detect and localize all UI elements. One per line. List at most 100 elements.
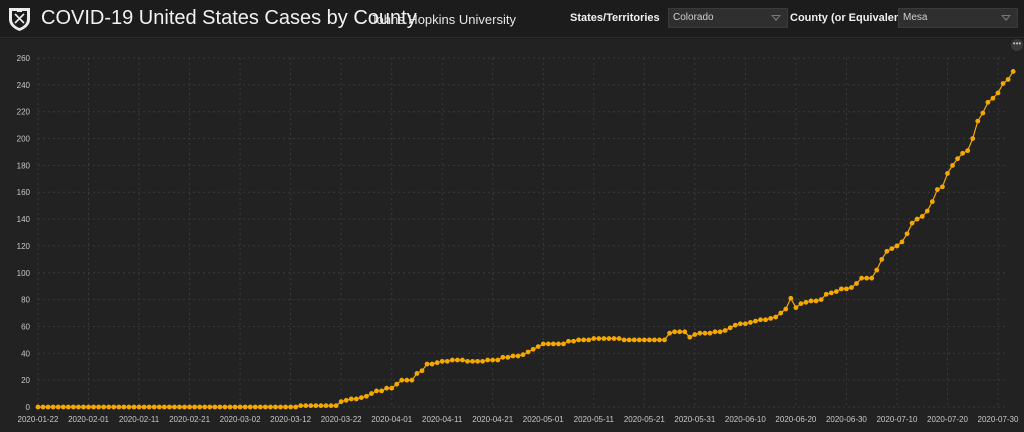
data-point[interactable] [945, 171, 950, 176]
data-point[interactable] [515, 353, 521, 359]
data-point[interactable] [849, 285, 854, 290]
data-point[interactable] [318, 403, 324, 409]
data-point[interactable] [328, 403, 334, 409]
data-point[interactable] [955, 156, 960, 162]
data-point[interactable] [510, 353, 516, 359]
states-select[interactable]: Colorado [668, 8, 788, 28]
data-point[interactable] [586, 337, 592, 343]
data-point[interactable] [904, 231, 910, 237]
data-point[interactable] [374, 388, 379, 394]
data-point[interactable] [91, 404, 96, 410]
data-point[interactable] [268, 404, 273, 410]
data-point[interactable] [778, 310, 784, 316]
data-point[interactable] [197, 404, 203, 410]
data-point[interactable] [394, 381, 400, 387]
data-point[interactable] [449, 357, 455, 363]
data-point[interactable] [859, 275, 864, 281]
data-point[interactable] [803, 299, 809, 305]
data-point[interactable] [985, 99, 991, 105]
data-point[interactable] [874, 267, 880, 273]
data-point[interactable] [626, 337, 632, 343]
data-point[interactable] [576, 337, 582, 343]
data-point[interactable] [70, 404, 76, 410]
data-point[interactable] [894, 243, 900, 249]
data-point[interactable] [884, 248, 890, 254]
data-point[interactable] [793, 305, 799, 311]
data-point[interactable] [313, 403, 319, 409]
data-point[interactable] [748, 320, 753, 325]
data-point[interactable] [338, 399, 344, 405]
data-point[interactable] [500, 354, 506, 360]
data-point[interactable] [707, 330, 713, 336]
data-point[interactable] [161, 404, 167, 410]
data-point[interactable] [212, 404, 218, 410]
data-point[interactable] [889, 246, 895, 252]
data-point[interactable] [364, 393, 369, 399]
data-point[interactable] [980, 110, 986, 116]
data-point[interactable] [591, 336, 597, 341]
data-point[interactable] [540, 341, 546, 347]
data-point[interactable] [924, 208, 930, 214]
data-point[interactable] [899, 239, 905, 245]
data-point[interactable] [798, 301, 804, 307]
data-point[interactable] [40, 404, 46, 410]
data-point[interactable] [556, 341, 561, 347]
data-point[interactable] [838, 286, 844, 292]
data-point[interactable] [717, 329, 723, 335]
data-point[interactable] [712, 329, 718, 335]
data-point[interactable] [146, 404, 152, 410]
data-point[interactable] [303, 403, 309, 409]
data-point[interactable] [247, 404, 253, 410]
data-point[interactable] [753, 318, 758, 324]
data-point[interactable] [151, 404, 157, 410]
data-point[interactable] [76, 404, 81, 410]
county-select[interactable]: Mesa [898, 8, 1018, 28]
data-point[interactable] [101, 404, 107, 410]
data-point[interactable] [742, 321, 748, 327]
data-point[interactable] [1005, 77, 1011, 82]
data-point[interactable] [934, 187, 940, 192]
data-point[interactable] [182, 404, 187, 410]
data-point[interactable] [81, 404, 86, 410]
data-point[interactable] [288, 404, 294, 410]
data-point[interactable] [606, 336, 612, 341]
data-point[interactable] [919, 213, 925, 219]
data-point[interactable] [702, 330, 708, 336]
data-point[interactable] [641, 337, 647, 343]
data-point[interactable] [116, 404, 122, 410]
data-point[interactable] [990, 95, 996, 101]
data-point[interactable] [581, 337, 587, 343]
data-point[interactable] [535, 344, 541, 349]
data-point[interactable] [485, 357, 491, 363]
data-point[interactable] [237, 404, 243, 410]
data-point[interactable] [348, 396, 354, 402]
data-point[interactable] [657, 337, 662, 343]
data-point[interactable] [131, 404, 137, 410]
data-point[interactable] [788, 295, 794, 301]
data-point[interactable] [677, 329, 683, 335]
data-point[interactable] [960, 150, 966, 156]
data-point[interactable] [909, 220, 915, 226]
data-point[interactable] [490, 357, 496, 363]
data-point[interactable] [283, 404, 288, 410]
data-point[interactable] [970, 136, 976, 141]
data-point[interactable] [45, 404, 51, 410]
data-point[interactable] [257, 404, 263, 410]
data-point[interactable] [96, 404, 102, 410]
data-point[interactable] [813, 298, 819, 304]
data-point[interactable] [379, 388, 384, 394]
data-point[interactable] [121, 404, 127, 410]
data-point[interactable] [1000, 81, 1006, 86]
data-point[interactable] [646, 337, 652, 343]
data-point[interactable] [404, 377, 410, 383]
data-point[interactable] [50, 404, 56, 410]
data-point[interactable] [389, 385, 395, 391]
data-point[interactable] [353, 396, 359, 402]
data-point[interactable] [667, 330, 672, 336]
data-point[interactable] [106, 404, 112, 410]
data-point[interactable] [783, 306, 789, 312]
data-point[interactable] [207, 404, 213, 410]
data-point[interactable] [601, 336, 607, 341]
data-point[interactable] [561, 341, 566, 347]
data-point[interactable] [844, 286, 849, 292]
